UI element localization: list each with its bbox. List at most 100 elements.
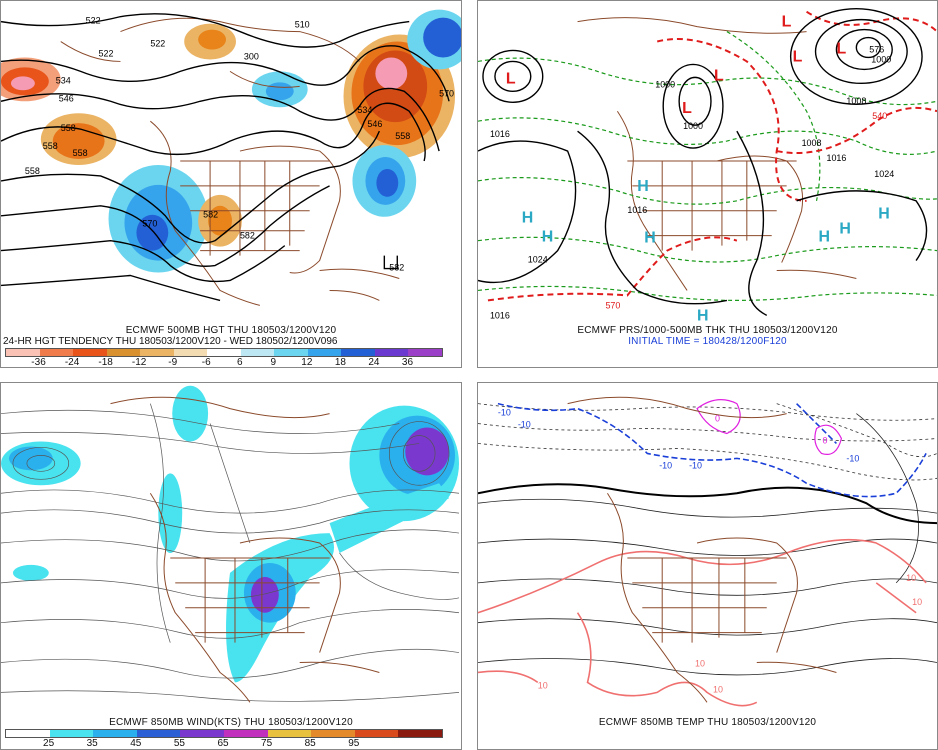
colorbar-swatch (311, 730, 355, 737)
contour-label: 1000 (683, 121, 703, 131)
contour-label: 582 (389, 263, 404, 273)
contour-label: 1016 (826, 153, 846, 163)
contour-label: 300 (244, 51, 259, 61)
colorbar-tick-label: 95 (348, 738, 360, 749)
contour-label: -10 (659, 460, 672, 470)
high-pressure-marker: H (819, 229, 831, 246)
colorbar-swatch (6, 349, 40, 356)
colorbar-tick-label: 85 (304, 738, 316, 749)
colorbar-tick-label: -18 (98, 357, 113, 368)
caption: ECMWF 850MB WIND(KTS) THU 180503/1200V12… (109, 717, 353, 728)
contour-label: 558 (73, 148, 88, 158)
colorbar-tick-label: -6 (201, 357, 211, 368)
freezing-line (478, 483, 937, 525)
contour-label: -10 (846, 453, 859, 463)
colorbar-tick-label: 6 (236, 357, 243, 368)
colorbar-swatch (223, 730, 268, 737)
contour-label: 522 (150, 39, 165, 49)
contour-label: 0 (822, 435, 827, 445)
contour-label: 582 (203, 210, 218, 220)
colorbar-swatch (398, 730, 442, 737)
isobars (478, 7, 928, 316)
high-pressure-marker: H (522, 210, 534, 227)
colorbar-tick-label: -9 (168, 357, 178, 368)
initial-time: INITIAL TIME = 180428/1200F120 (628, 336, 787, 347)
colorbar-tick-label: -36 (31, 357, 46, 368)
low-pressure-marker: L (782, 14, 792, 31)
contour-label: -10 (518, 420, 531, 430)
height-contours (1, 13, 450, 302)
contour-label: 510 (295, 20, 310, 30)
contour-label: 582 (240, 231, 255, 241)
warm-isotherms (478, 538, 927, 707)
isobar-labels: 1016 1024 1016 1000 1000 1008 1016 1024 … (490, 44, 894, 320)
colorbar-swatch (341, 349, 375, 356)
contour-label: 546 (367, 119, 382, 129)
high-pressure-marker: H (839, 221, 851, 238)
low-pressure-marker: L (714, 67, 724, 84)
colorbar-tick-label: 65 (217, 738, 229, 749)
contour-label: 558 (395, 131, 410, 141)
low-pressure-marker: L (682, 100, 692, 117)
colorbar-tick-label: 12 (301, 357, 313, 368)
colorbar-swatch (408, 349, 442, 356)
colorbar-tick-label: 24 (368, 357, 380, 368)
colorbar-tick-label: 75 (261, 738, 273, 749)
colorbar-swatch (307, 349, 342, 356)
contour-label: 534 (357, 105, 372, 115)
colorbar-swatch (173, 349, 208, 356)
coastlines (110, 396, 380, 703)
contour-label: 558 (25, 166, 40, 176)
colorbar-swatch (73, 349, 107, 356)
colorbar-swatch (49, 730, 94, 737)
colorbar-swatch (180, 730, 224, 737)
coastlines (60, 17, 400, 306)
map-500mb-height: 522 522 522 510 534 546 558 558 558 558 … (1, 9, 461, 306)
coastlines (567, 396, 837, 703)
wind-speed-shading (1, 385, 460, 683)
high-pressure-marker: H (878, 206, 890, 223)
contour-label: 0 (715, 414, 720, 424)
contour-label: 1008 (802, 138, 822, 148)
streamlines (1, 403, 460, 702)
contour-label: 570 (439, 88, 454, 98)
contour-label: 570 (605, 300, 620, 310)
caption: ECMWF 850MB TEMP THU 180503/1200V120 (598, 717, 817, 728)
contour-label: 10 (695, 658, 705, 668)
contour-label: 10 (713, 684, 723, 694)
colorbar-tick-label: 18 (334, 357, 346, 368)
contour-label: 534 (56, 75, 71, 85)
contour-label: 576 (869, 44, 884, 54)
caption-line1: ECMWF PRS/1000-500MB THK THU 180503/1200… (577, 325, 838, 336)
contour-label: 10 (912, 597, 922, 607)
map-surface-pressure: L L L L L L H H H H H H H H 1016 1024 10… (478, 7, 937, 323)
colorbar-tick-label: 55 (173, 738, 185, 749)
contour-label: 10 (538, 680, 548, 690)
colorbar-swatch (267, 730, 312, 737)
high-pressure-marker: H (637, 178, 649, 195)
contour-label: 558 (43, 141, 58, 151)
tendency-colorbar (5, 348, 443, 357)
colorbar-swatch (354, 730, 399, 737)
isotherms-dashed (478, 403, 937, 481)
colorbar-swatch (140, 349, 174, 356)
high-pressure-marker: H (542, 229, 554, 246)
colorbar-tick-label: 45 (130, 738, 142, 749)
contour-label: 1016 (490, 129, 510, 139)
colorbar-swatch (207, 349, 241, 356)
colorbar-swatch (106, 349, 141, 356)
colorbar-tick-label: -12 (131, 357, 147, 368)
panel-sfc-pressure-thickness: L L L L L L H H H H H H H H 1016 1024 10… (477, 0, 938, 368)
low-pressure-marker: L (793, 48, 803, 65)
colorbar-swatch (374, 349, 409, 356)
thickness-cold (478, 31, 937, 301)
contour-label: 522 (99, 48, 114, 58)
map-850mb-wind (1, 385, 460, 703)
colorbar-tick-label: 36 (401, 357, 414, 368)
panel-500mb-height-tendency: 522 522 522 510 534 546 558 558 558 558 … (0, 0, 462, 368)
contour-label: 522 (86, 16, 101, 26)
cold-isotherms (497, 402, 927, 498)
colorbar-tick-label: 25 (43, 738, 55, 749)
contour-label: 1024 (874, 169, 894, 179)
high-pressure-marker: H (644, 230, 656, 247)
